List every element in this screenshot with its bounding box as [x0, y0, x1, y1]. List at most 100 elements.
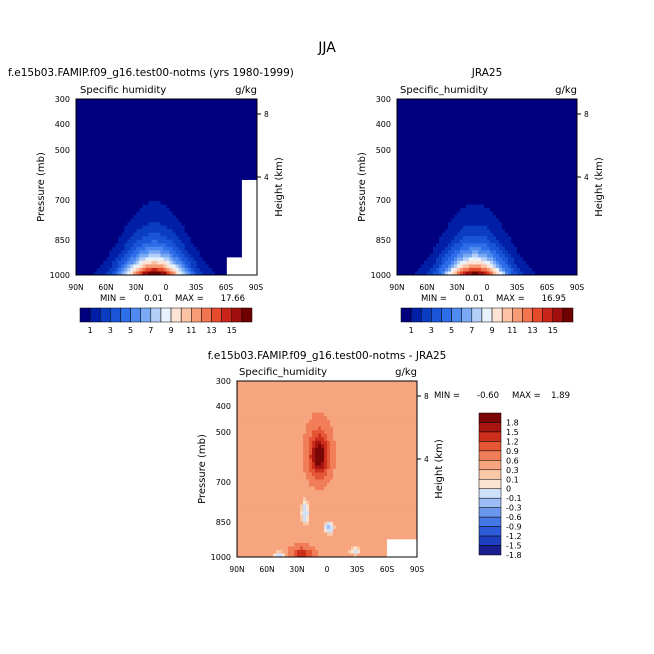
contour-cell: [424, 130, 428, 135]
contour-cell: [121, 229, 125, 234]
contour-cell: [100, 229, 104, 234]
contour-cell: [202, 172, 207, 177]
contour-cell: [481, 116, 485, 121]
contour-cell: [544, 197, 548, 202]
contour-cell: [490, 208, 494, 213]
contour-cell: [166, 257, 170, 262]
contour-cell: [499, 204, 503, 209]
contour-cell: [85, 155, 89, 160]
contour-cell: [415, 113, 419, 117]
contour-cell: [478, 127, 482, 132]
contour-cell: [148, 201, 152, 205]
contour-cell: [433, 176, 437, 181]
contour-cell: [85, 113, 89, 117]
contour-cell: [538, 134, 542, 139]
contour-cell: [130, 130, 134, 135]
contour-cell: [190, 141, 195, 146]
contour-cell: [448, 120, 452, 125]
contour-cell: [142, 257, 146, 262]
contour-cell: [133, 267, 137, 272]
contour-cell: [214, 204, 219, 209]
contour-cell: [553, 162, 557, 167]
contour-cell: [475, 116, 479, 121]
contour-cell: [418, 155, 422, 160]
contour-cell: [154, 106, 158, 110]
contour-cell: [208, 236, 213, 241]
contour-cell: [430, 197, 434, 202]
contour-cell: [193, 144, 198, 149]
contour-cell: [208, 172, 213, 177]
contour-cell: [211, 179, 216, 184]
contour-cell: [529, 127, 533, 132]
contour-cell: [175, 243, 179, 248]
contour-cell: [220, 99, 225, 103]
contour-cell: [250, 151, 255, 156]
contour-cell: [172, 236, 176, 241]
contour-cell: [181, 260, 185, 265]
contour-cell: [112, 225, 116, 230]
contour-cell: [190, 155, 195, 160]
contour-cell: [82, 99, 86, 103]
contour-cell: [478, 169, 482, 174]
contour-cell: [94, 208, 98, 213]
contour-cell: [112, 260, 116, 265]
contour-cell: [487, 137, 491, 142]
contour-cell: [181, 109, 185, 114]
contour-cell: [451, 109, 455, 114]
contour-cell: [94, 253, 98, 258]
contour-cell: [193, 134, 198, 139]
contour-cell: [136, 236, 140, 241]
contour-cell: [190, 169, 195, 174]
contour-cell: [223, 165, 228, 170]
contour-cell: [523, 179, 527, 184]
contour-cell: [208, 137, 213, 142]
contour-cell: [568, 120, 572, 125]
contour-cell: [157, 106, 161, 110]
contour-cell: [118, 155, 122, 160]
contour-cell: [556, 172, 560, 177]
contour-cell: [127, 246, 131, 251]
contour-cell: [574, 106, 578, 110]
contour-cell: [436, 190, 440, 195]
contour-cell: [76, 144, 80, 149]
contour-cell: [571, 194, 575, 198]
panel-obs-title: JRA25: [471, 67, 503, 79]
contour-cell: [409, 106, 413, 110]
contour-cell: [544, 169, 548, 174]
contour-cell: [190, 187, 195, 191]
contour-cell: [247, 158, 252, 163]
contour-cell: [133, 176, 137, 181]
contour-cell: [199, 141, 204, 146]
contour-cell: [217, 190, 222, 195]
contour-cell: [103, 260, 107, 265]
contour-cell: [454, 141, 458, 146]
contour-cell: [205, 187, 210, 191]
contour-cell: [193, 109, 198, 114]
contour-cell: [100, 218, 104, 223]
contour-cell: [160, 260, 164, 265]
contour-cell: [253, 204, 258, 209]
contour-cell: [220, 141, 225, 146]
contour-cell: [478, 148, 482, 153]
contour-cell: [553, 113, 557, 117]
x-tick-label: 0: [164, 283, 169, 292]
contour-cell: [505, 201, 509, 205]
contour-cell: [553, 179, 557, 184]
contour-cell: [199, 239, 204, 244]
contour-cell: [163, 215, 167, 220]
contour-cell: [139, 201, 143, 205]
contour-cell: [559, 148, 563, 153]
contour-cell: [535, 116, 539, 121]
contour-cell: [208, 176, 213, 181]
contour-cell: [145, 201, 149, 205]
contour-cell: [520, 99, 524, 103]
contour-cell: [397, 99, 401, 103]
contour-cell: [523, 106, 527, 110]
contour-cell: [520, 179, 524, 184]
contour-cell: [220, 183, 225, 188]
contour-cell: [127, 201, 131, 205]
contour-cell: [499, 134, 503, 139]
contour-cell: [199, 215, 204, 220]
contour-cell: [445, 197, 449, 202]
contour-cell: [463, 187, 467, 191]
